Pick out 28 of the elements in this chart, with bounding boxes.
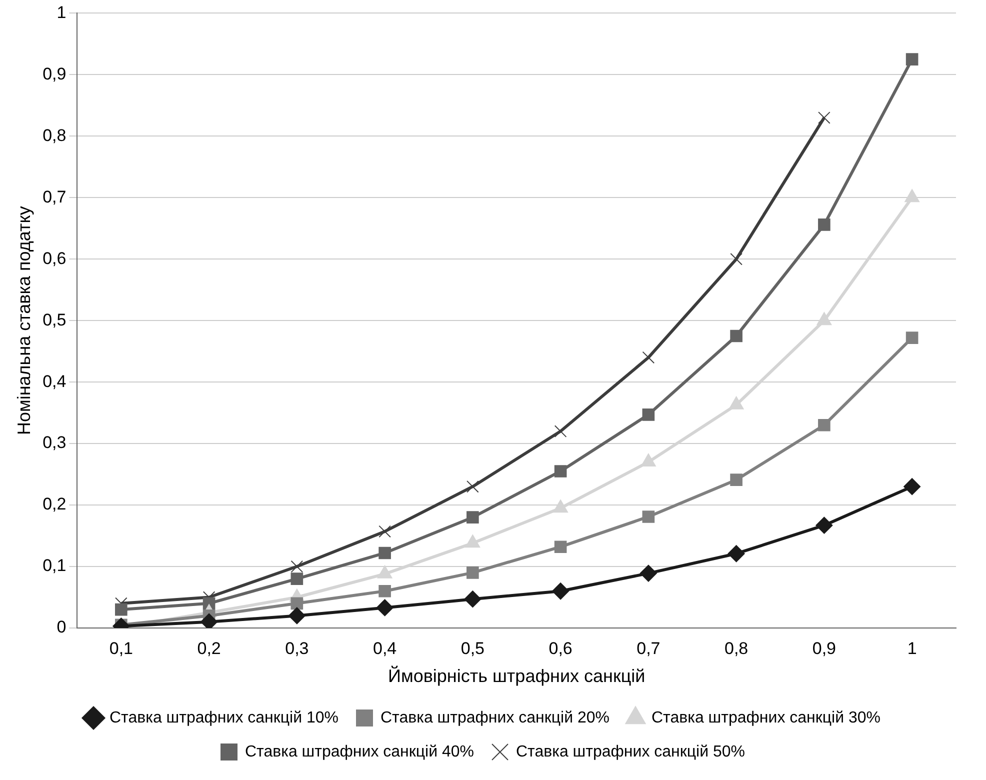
y-tick-label: 0,8: [42, 126, 66, 145]
x-tick-label: 0,7: [636, 638, 660, 658]
legend-label: Ставка штрафних санкцій 20%: [380, 709, 610, 726]
y-tick-label: 0,3: [42, 433, 66, 452]
legend-label: Ставка штрафних санкцій 10%: [110, 709, 338, 726]
y-tick-label: 0,2: [42, 494, 66, 514]
y-tick-label: 0,7: [42, 187, 66, 206]
x-tick-label: 0,1: [109, 638, 133, 658]
y-axis-title: Номінальна ставка податку: [14, 206, 34, 436]
y-tick-label: 0,4: [42, 372, 66, 391]
x-tick-label: 0,8: [724, 638, 748, 658]
x-tick-label: 1: [907, 638, 917, 658]
x-tick-label: 0,9: [812, 638, 836, 658]
y-tick-label: 0,9: [42, 64, 66, 84]
y-tick-label: 0,1: [42, 556, 66, 576]
x-tick-label: 0,6: [548, 638, 572, 658]
x-tick-label: 0,3: [285, 638, 309, 658]
legend-label: Ставка штрафних санкцій 30%: [652, 709, 880, 726]
legend-label: Ставка штрафних санкцій 40%: [245, 743, 474, 760]
y-tick-label: 0,6: [42, 248, 66, 268]
x-tick-label: 0,5: [460, 638, 484, 658]
x-tick-label: 0,4: [372, 638, 397, 658]
legend-label: Ставка штрафних санкцій 50%: [516, 743, 745, 760]
y-tick-label: 1: [56, 2, 66, 22]
y-tick-label: 0,5: [42, 310, 66, 330]
x-tick-label: 0,2: [197, 638, 221, 658]
y-tick-label: 0: [56, 618, 66, 637]
x-axis-title: Ймовірність штрафних санкцій: [388, 665, 646, 686]
